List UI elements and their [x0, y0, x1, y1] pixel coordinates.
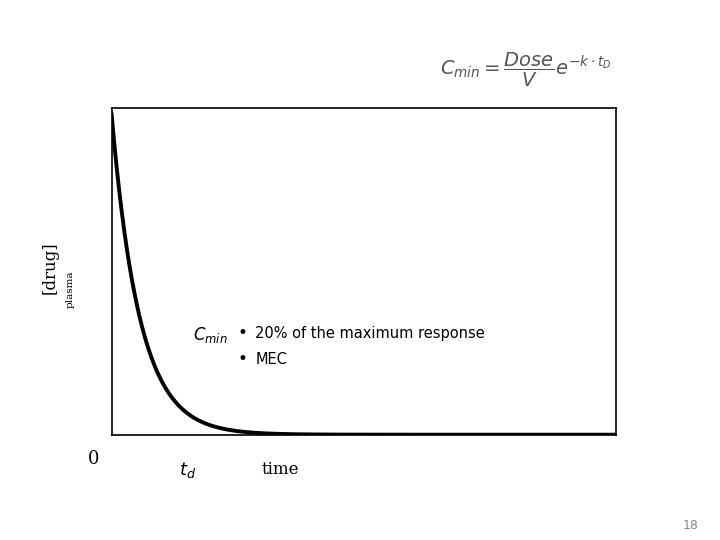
Text: $C_{min}$: $C_{min}$	[193, 326, 228, 346]
Text: •: •	[238, 325, 248, 342]
Text: 0: 0	[88, 450, 99, 468]
Text: MEC: MEC	[256, 352, 287, 367]
Text: [drug]: [drug]	[42, 241, 59, 294]
Text: •: •	[238, 350, 248, 368]
Text: $t_d$: $t_d$	[179, 460, 196, 480]
Text: 20% of the maximum response: 20% of the maximum response	[256, 326, 485, 341]
Text: $\mathit{C_{min}} = \dfrac{\mathit{Dose}}{\mathit{V}}\mathit{e}^{-\mathit{k}\cdo: $\mathit{C_{min}} = \dfrac{\mathit{Dose}…	[440, 51, 611, 89]
Text: plasma: plasma	[66, 270, 75, 308]
Text: time: time	[262, 461, 300, 478]
Text: 18: 18	[683, 519, 698, 532]
